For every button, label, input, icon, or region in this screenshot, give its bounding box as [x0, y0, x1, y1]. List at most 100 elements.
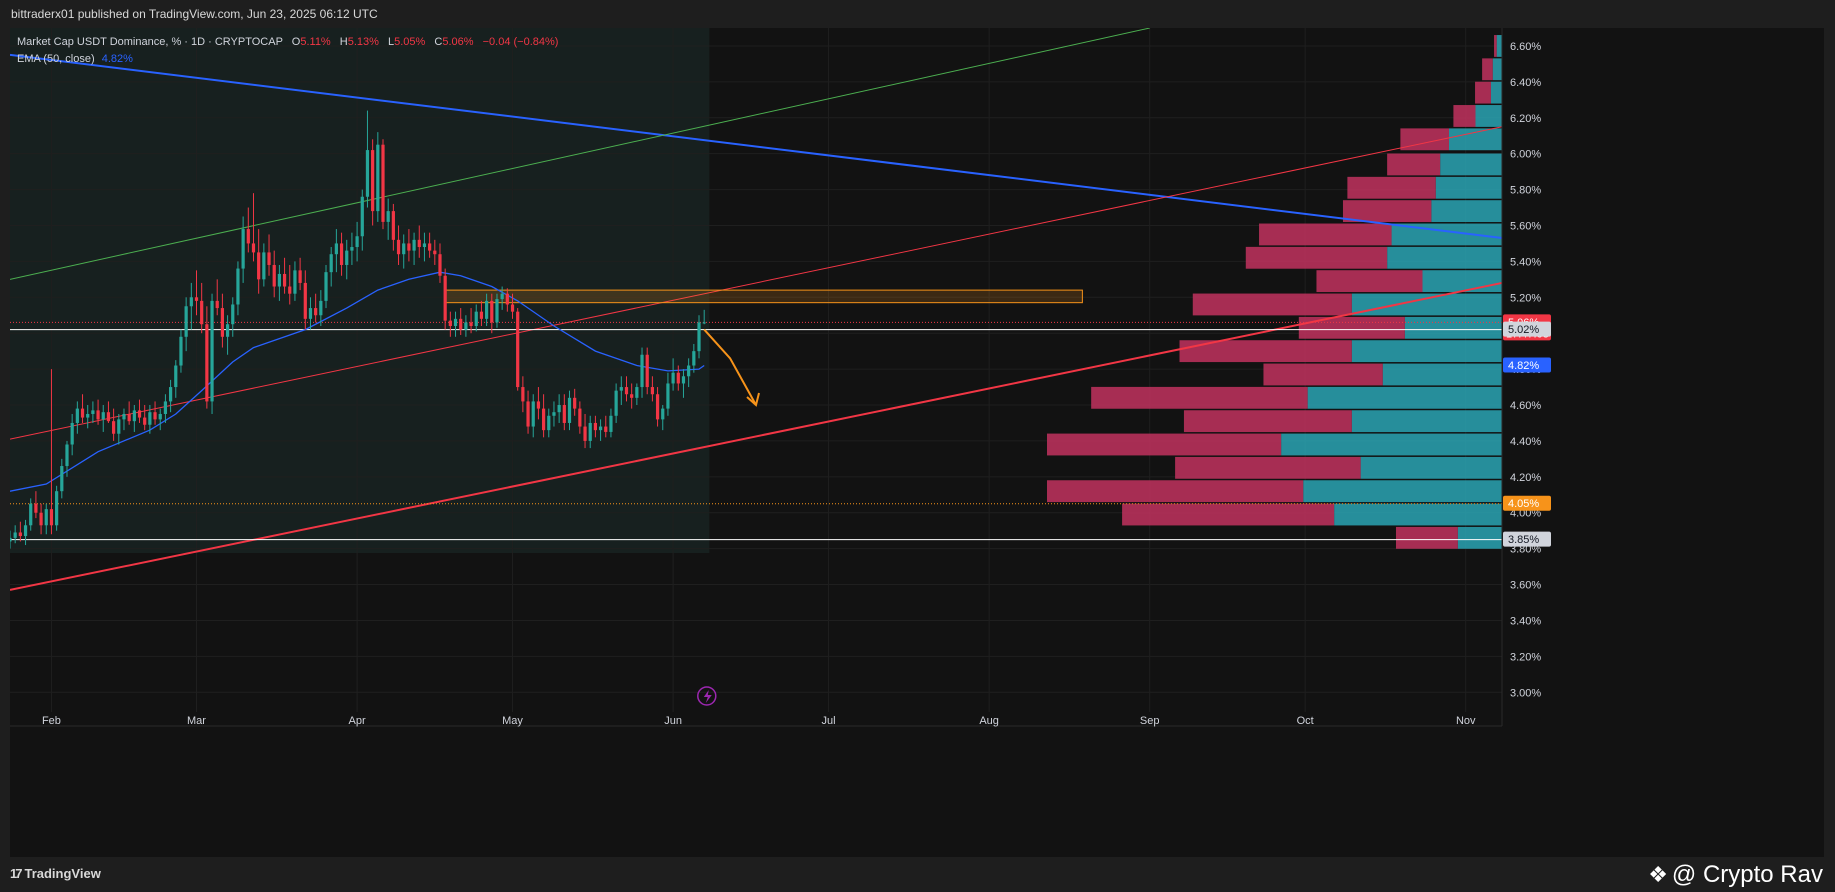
candle: [433, 239, 437, 265]
candle: [298, 257, 302, 291]
ema-value: 4.82%: [101, 53, 133, 65]
candle: [70, 413, 74, 456]
price-badge: 5.02%: [1503, 321, 1551, 337]
candle: [272, 250, 276, 298]
volume-profile-up-bar: [1351, 410, 1502, 433]
candle: [541, 394, 546, 438]
candle-body: [350, 247, 354, 251]
candle-body: [86, 413, 90, 418]
price-badge-text: 4.82%: [1508, 360, 1539, 372]
high-label: H: [339, 36, 348, 48]
candle-body: [158, 413, 162, 420]
projection-arrow-head: [746, 392, 760, 407]
candle: [345, 239, 349, 280]
candle-body: [179, 336, 183, 366]
ema-row[interactable]: EMA (50, close) 4.82%: [17, 51, 558, 68]
candle-body: [200, 300, 204, 325]
candle-body: [443, 275, 447, 321]
candle: [277, 264, 281, 301]
y-tick-label: 3.20%: [1510, 651, 1541, 663]
candle: [184, 297, 188, 352]
candle-body: [29, 503, 33, 526]
price-badge-bg: [1503, 531, 1551, 547]
candle: [371, 139, 375, 226]
candle: [687, 358, 691, 388]
candle-body: [604, 426, 608, 432]
candle: [122, 408, 126, 431]
candle-body: [438, 254, 442, 276]
candle: [635, 383, 639, 406]
candle: [531, 394, 535, 438]
candle-body: [112, 421, 116, 434]
volume-profile-up-bar: [1351, 340, 1502, 363]
candle: [479, 300, 484, 327]
price-badge-bg: [1503, 321, 1551, 337]
price-badge: 4.82%: [1503, 357, 1551, 373]
candle-body: [106, 412, 111, 422]
candle-body: [381, 144, 385, 222]
chart-legend: Market Cap USDT Dominance, % · 1D · CRYP…: [17, 34, 558, 68]
candle-body: [567, 397, 572, 423]
candle-body: [697, 322, 701, 352]
close-label: C: [434, 36, 443, 48]
candle: [10, 530, 12, 549]
y-tick-label: 4.40%: [1510, 436, 1541, 448]
candle-body: [671, 372, 675, 384]
candle-body: [453, 318, 458, 327]
candle: [55, 485, 59, 531]
candle-body: [324, 272, 328, 301]
candle: [453, 311, 458, 337]
red-thin-trendline: [10, 126, 1503, 440]
candle-body: [391, 211, 395, 240]
open-value: 5.11%: [300, 36, 331, 48]
candle-body: [308, 308, 313, 319]
candle-body: [702, 322, 706, 324]
candle-body: [257, 252, 261, 280]
candle-body: [319, 300, 323, 316]
tradingview-logo[interactable]: 17 TradingView: [10, 866, 101, 881]
candle-body: [174, 365, 178, 388]
candle: [500, 286, 504, 310]
candle: [516, 308, 520, 391]
candle-body: [70, 422, 74, 445]
candle-body: [194, 297, 199, 301]
lightning-icon: [697, 686, 717, 706]
candle: [681, 369, 686, 398]
candle-body: [407, 243, 411, 251]
candle: [179, 329, 183, 373]
candle-body: [220, 308, 225, 337]
candle-body: [143, 417, 147, 425]
candle-body: [65, 444, 69, 467]
candle: [215, 279, 219, 316]
candle-body: [132, 410, 136, 422]
candle-body: [495, 299, 499, 323]
candle: [282, 257, 287, 294]
candle: [702, 309, 706, 325]
candle-body: [277, 273, 281, 287]
chart-area[interactable]: 6.60% 6.40% 6.20% 6.00% 5.80% 5.60% 5.40% 5.20%…: [10, 28, 1824, 857]
candle-body: [433, 250, 437, 255]
candle-body: [630, 394, 634, 398]
symbol-name[interactable]: Market Cap USDT Dominance, % · 1D · CRYP…: [17, 36, 283, 48]
candle-body: [588, 422, 592, 441]
candle-body: [692, 351, 696, 366]
candle: [251, 193, 256, 262]
candle-body: [298, 270, 302, 283]
volume-profile-down-bar: [1183, 410, 1352, 433]
candle: [448, 311, 452, 337]
candle-body: [490, 300, 494, 323]
candle: [314, 293, 318, 323]
publish-bar: bittraderx01 published on TradingView.co…: [0, 0, 1835, 28]
candle-body: [355, 236, 359, 248]
candle: [485, 293, 489, 327]
candle: [163, 394, 168, 423]
candle-body: [334, 243, 338, 255]
candle: [583, 413, 587, 449]
y-tick-label: 3.00%: [1510, 687, 1541, 699]
candle: [510, 293, 515, 319]
candle: [407, 229, 411, 262]
chart-svg[interactable]: 6.60% 6.40% 6.20% 6.00% 5.80% 5.60% 5.40% 5.20%…: [10, 28, 1824, 857]
candle-body: [422, 243, 427, 248]
y-tick-label: 6.60%: [1510, 41, 1541, 53]
open-label: O: [291, 36, 301, 48]
